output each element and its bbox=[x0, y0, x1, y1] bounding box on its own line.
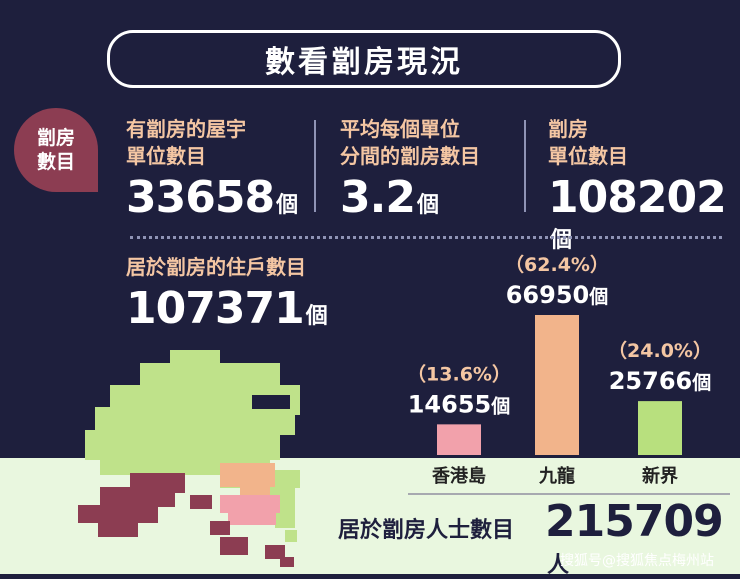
subdivided-units-badge: 劏房 數目 bbox=[14, 108, 98, 192]
stat-units-value: 108202 bbox=[548, 172, 727, 223]
stat-buildings: 有劏房的屋宇 單位數目 33658個 bbox=[126, 116, 298, 222]
bar-value-label-0: 14655個 bbox=[408, 390, 511, 418]
bar-percent-label-1: （62.4%） bbox=[505, 253, 609, 276]
stat-buildings-label-1: 有劏房的屋宇 bbox=[126, 117, 246, 141]
households-unit: 個 bbox=[305, 304, 328, 329]
category-label-1: 九龍 bbox=[538, 465, 575, 487]
stat-divider-1 bbox=[314, 120, 316, 212]
total-unit: 人 bbox=[547, 553, 570, 578]
stat-average-label-1: 平均每個單位 bbox=[340, 117, 460, 141]
stat-units: 劏房 單位數目 108202 個 bbox=[548, 116, 740, 254]
households-value: 107371 bbox=[126, 283, 305, 334]
dotted-separator bbox=[130, 236, 722, 239]
bar-value-label-1: 66950個 bbox=[506, 281, 609, 309]
total-value: 215709 bbox=[545, 496, 724, 547]
households-stat: 居於劏房的住戶數目 107371個 bbox=[126, 254, 328, 333]
stat-units-label-1: 劏房 bbox=[548, 117, 588, 141]
bar-percent-label-2: （24.0%） bbox=[608, 339, 712, 362]
households-label: 居於劏房的住戶數目 bbox=[126, 255, 306, 279]
stat-average-value: 3.2 bbox=[340, 172, 416, 223]
stat-units-unit: 個 bbox=[550, 228, 573, 253]
stat-divider-2 bbox=[524, 120, 526, 212]
badge-line-2: 數目 bbox=[36, 151, 75, 173]
stat-buildings-label-2: 單位數目 bbox=[126, 144, 206, 168]
total-stat: 215709 人 bbox=[545, 496, 740, 579]
stat-average-unit: 個 bbox=[416, 193, 439, 218]
stat-average-label-2: 分間的劏房數目 bbox=[340, 144, 480, 168]
stat-units-label-2: 單位數目 bbox=[548, 144, 628, 168]
watermark: 搜狐号@搜狐焦点梅州站 bbox=[560, 553, 714, 569]
region-bar-chart: 14655個 （13.6%） 香港島 66950個 （62.4%） 九龍 25766個 （24… bbox=[407, 253, 712, 487]
stat-average: 平均每個單位 分間的劏房數目 3.2個 bbox=[340, 116, 480, 222]
badge-line-1: 劏房 bbox=[36, 127, 75, 149]
total-label: 居於劏房人士數目 bbox=[338, 518, 515, 543]
category-label-2: 新界 bbox=[642, 465, 678, 487]
bar-0 bbox=[437, 424, 481, 455]
page-title: 數看劏房現況 bbox=[107, 30, 621, 88]
bar-2 bbox=[638, 401, 682, 455]
category-label-0: 香港島 bbox=[431, 465, 486, 487]
stat-buildings-unit: 個 bbox=[276, 193, 299, 218]
bar-1 bbox=[535, 315, 579, 455]
bar-percent-label-0: （13.6%） bbox=[407, 362, 511, 385]
hong-kong-map bbox=[78, 350, 300, 567]
bar-value-label-2: 25766個 bbox=[609, 367, 712, 395]
chart-baseline bbox=[408, 493, 730, 495]
stat-buildings-value: 33658 bbox=[126, 172, 275, 223]
